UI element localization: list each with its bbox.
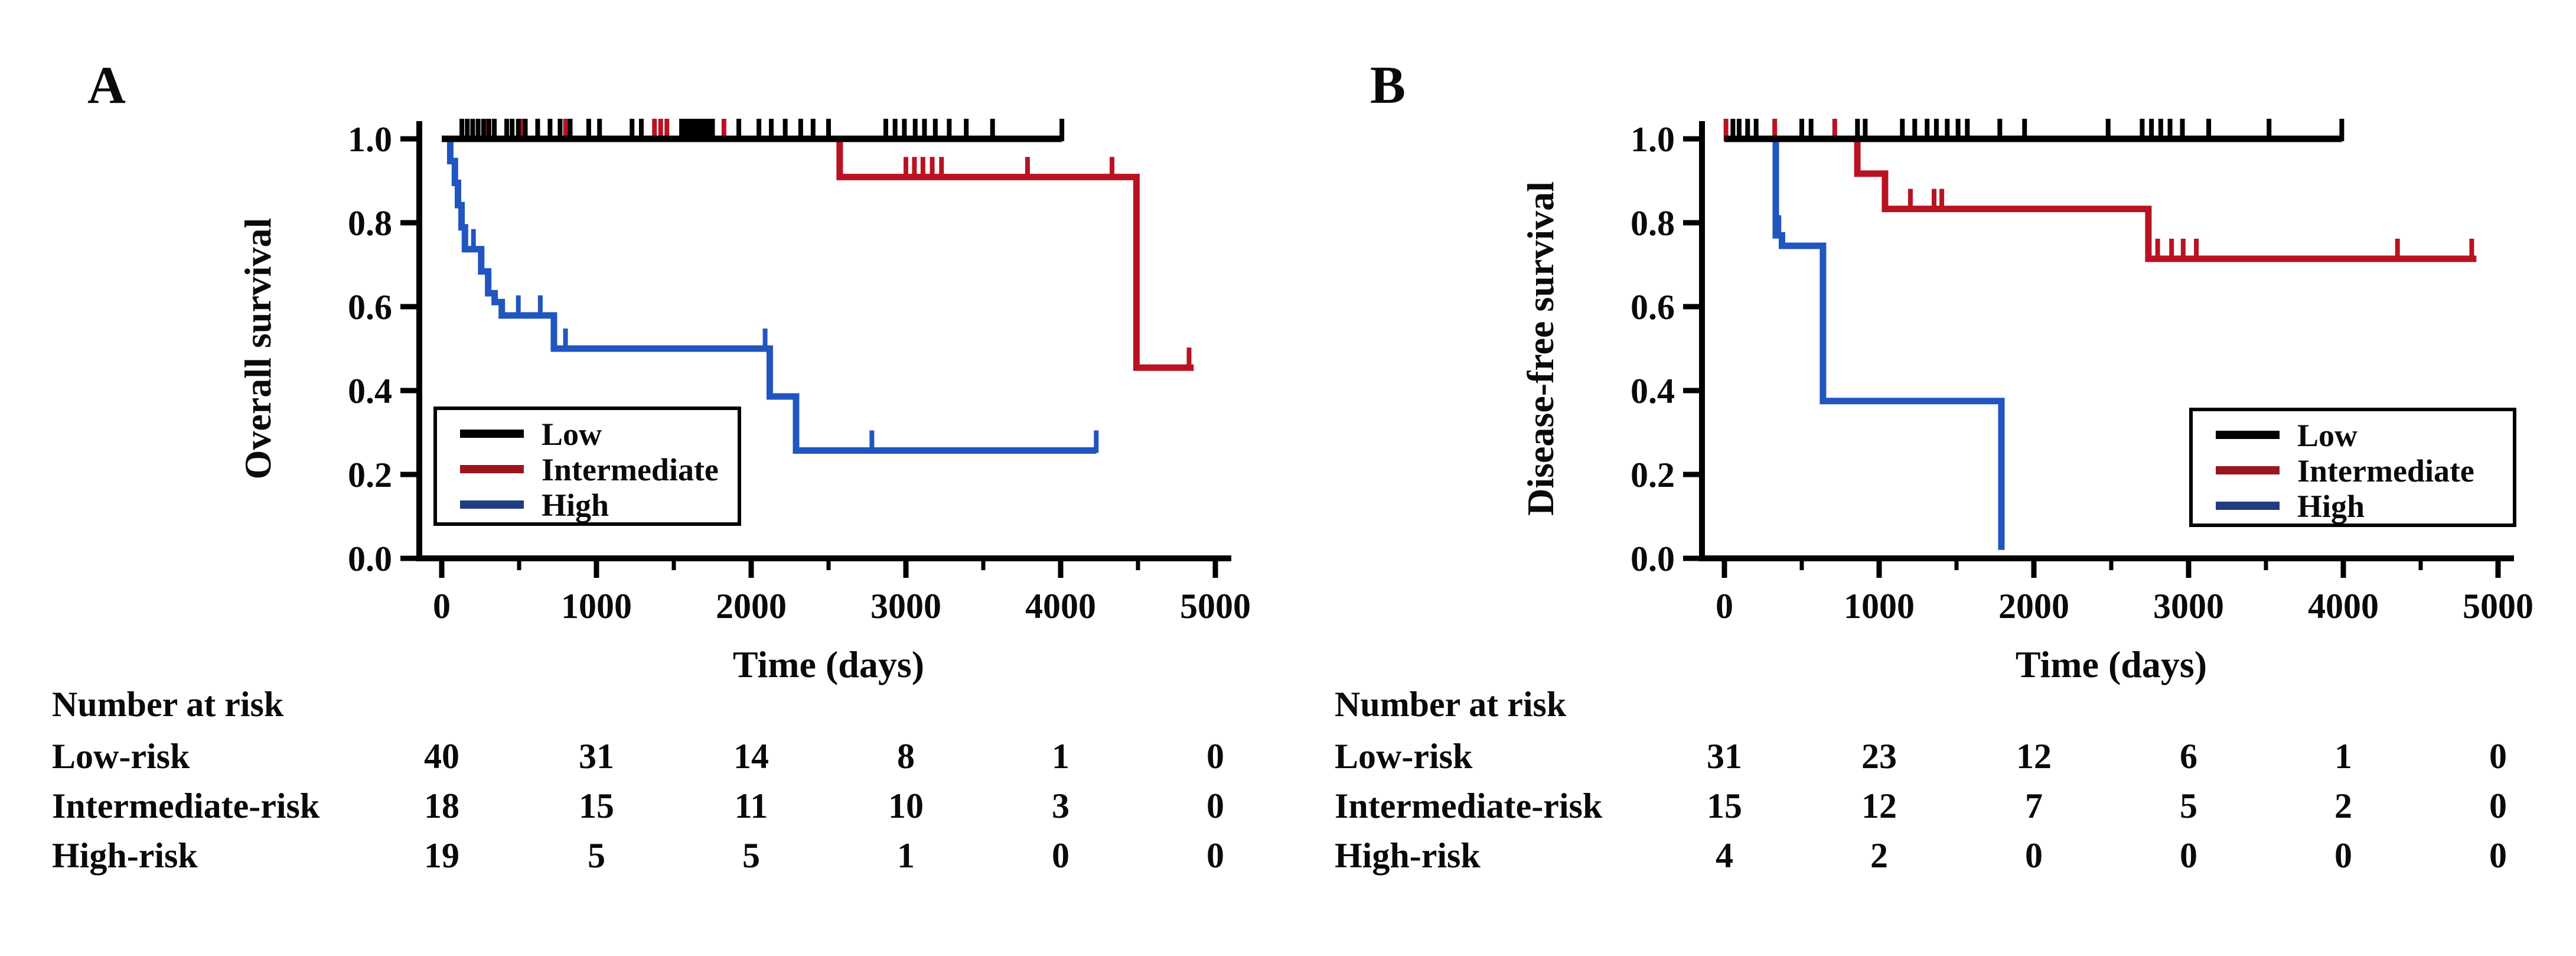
panel-a-chart: 0.0 0.2 0.4 0.6 0.8 1.0 0 1000 2000 3000 4000 5000 T… <box>237 119 1251 685</box>
risk-value: 19 <box>424 836 459 875</box>
risk-value: 1 <box>2334 737 2352 776</box>
legend-label-low: Low <box>2297 418 2357 453</box>
risk-value: 23 <box>1861 737 1897 776</box>
legend-label-high: High <box>542 487 609 523</box>
risk-value: 8 <box>897 737 915 776</box>
panel-a: A 0.0 0.2 0.4 0.6 0.8 1.0 0 1000 2000 3000 4000 500… <box>52 56 1251 876</box>
risk-value: 0 <box>2489 737 2507 776</box>
km-curve-high <box>1724 135 2005 550</box>
risk-value: 18 <box>424 786 459 825</box>
risk-value: 6 <box>2180 737 2197 776</box>
y-tick-label: 0.8 <box>348 204 392 243</box>
risk-table-title: Number at risk <box>52 685 284 724</box>
x-tick-label: 1000 <box>1844 587 1915 626</box>
risk-value: 0 <box>1052 836 1069 875</box>
x-axis-title: Time (days) <box>733 643 924 685</box>
panel-b-chart: 0.0 0.2 0.4 0.6 0.8 1.0 0 1000 2000 3000 4000 5000 T… <box>1519 119 2533 685</box>
x-tick-label: 3000 <box>2153 587 2224 626</box>
legend-label-intermediate: Intermediate <box>542 452 719 487</box>
y-tick-label: 0.4 <box>1631 372 1675 411</box>
x-tick-label: 1000 <box>561 587 632 626</box>
risk-value: 5 <box>588 836 605 875</box>
risk-value: 0 <box>1207 737 1224 776</box>
x-tick-label: 3000 <box>870 587 941 626</box>
risk-value: 14 <box>733 737 769 776</box>
panel-b: B 0.0 0.2 0.4 0.6 0.8 1.0 0 1000 2000 3000 4000 500… <box>1283 0 2576 956</box>
risk-value: 15 <box>579 786 614 825</box>
km-curve-high <box>442 135 1097 454</box>
y-tick-label: 0.2 <box>348 456 392 495</box>
y-axis-title: Disease-free survival <box>1519 181 1561 516</box>
x-tick-label: 4000 <box>1025 587 1096 626</box>
x-tick-label: 2000 <box>716 587 787 626</box>
x-tick-label: 5000 <box>2463 587 2533 626</box>
risk-value: 4 <box>1716 836 1733 875</box>
risk-value: 0 <box>1207 836 1224 875</box>
risk-value: 0 <box>2025 836 2043 875</box>
km-curve-intermediate <box>1724 135 2477 262</box>
y-tick-label: 0.6 <box>348 288 392 327</box>
y-axis-title: Overall survival <box>237 218 279 480</box>
risk-value: 1 <box>897 836 915 875</box>
y-tick-label: 0.6 <box>1631 288 1675 327</box>
x-tick-label: 4000 <box>2308 587 2379 626</box>
risk-value: 2 <box>1870 836 1888 875</box>
legend-label-intermediate: Intermediate <box>2297 453 2474 489</box>
risk-value: 0 <box>2489 836 2507 875</box>
risk-value: 40 <box>424 737 459 776</box>
risk-row-label-low: Low-risk <box>52 737 190 776</box>
x-tick-label: 0 <box>433 587 451 626</box>
risk-value: 0 <box>1207 786 1224 825</box>
risk-row-label-high: High-risk <box>52 836 198 875</box>
y-tick-label: 0.2 <box>1631 456 1675 495</box>
y-tick-label: 0.8 <box>1631 204 1675 243</box>
risk-value: 1 <box>1052 737 1069 776</box>
y-tick-label: 1.0 <box>1631 120 1675 159</box>
risk-row-label-low: Low-risk <box>1335 737 1473 776</box>
legend-label-low: Low <box>542 417 602 452</box>
risk-value: 11 <box>734 786 768 825</box>
y-tick-label: 1.0 <box>348 120 392 159</box>
x-tick-label: 5000 <box>1180 587 1251 626</box>
risk-value: 2 <box>2334 786 2352 825</box>
panel-a-letter: A <box>87 56 126 115</box>
risk-value: 0 <box>2489 786 2507 825</box>
legend-label-high: High <box>2297 489 2365 524</box>
panel-b-letter: B <box>1370 56 1406 115</box>
risk-value: 5 <box>2180 786 2197 825</box>
risk-table-title: Number at risk <box>1335 685 1567 724</box>
risk-value: 15 <box>1707 786 1742 825</box>
risk-value: 12 <box>1861 786 1897 825</box>
x-tick-label: 0 <box>1716 587 1733 626</box>
risk-value: 31 <box>1707 737 1742 776</box>
y-tick-label: 0.4 <box>348 372 392 411</box>
risk-value: 7 <box>2025 786 2043 825</box>
risk-row-label-intermediate: Intermediate-risk <box>1335 786 1603 825</box>
risk-value: 31 <box>579 737 614 776</box>
risk-value: 3 <box>1052 786 1069 825</box>
x-axis-title: Time (days) <box>2016 643 2207 685</box>
x-tick-label: 2000 <box>1998 587 2069 626</box>
risk-value: 0 <box>2180 836 2197 875</box>
y-tick-label: 0.0 <box>348 539 392 578</box>
y-tick-label: 0.0 <box>1631 539 1675 578</box>
risk-row-label-high: High-risk <box>1335 836 1481 875</box>
risk-value: 0 <box>2334 836 2352 875</box>
risk-value: 5 <box>742 836 760 875</box>
risk-value: 12 <box>2016 737 2052 776</box>
risk-value: 10 <box>888 786 924 825</box>
risk-row-label-intermediate: Intermediate-risk <box>52 786 320 825</box>
